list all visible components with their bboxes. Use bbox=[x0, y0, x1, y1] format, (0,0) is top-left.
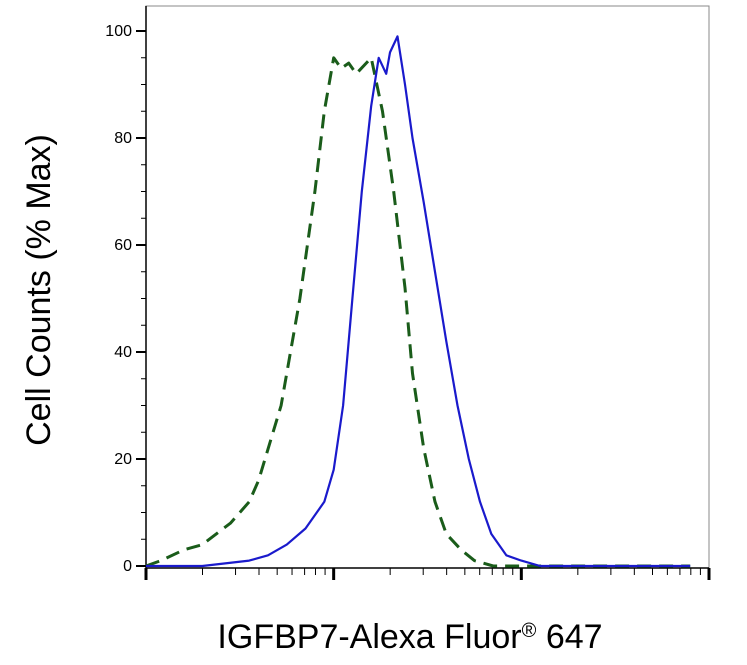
x-axis-title-text: IGFBP7-Alexa Fluor bbox=[217, 618, 521, 656]
y-tick-label: 20 bbox=[114, 451, 132, 468]
x-axis-title-mark: ® bbox=[522, 620, 537, 642]
control-histogram-line bbox=[145, 56, 691, 568]
y-axis-title: Cell Counts (% Max) bbox=[20, 134, 58, 446]
y-tick-label: 80 bbox=[114, 130, 132, 147]
y-tick-label: 60 bbox=[114, 237, 132, 254]
y-tick-label: 0 bbox=[123, 558, 132, 575]
sample-histogram-line bbox=[146, 35, 691, 568]
x-axis-title: IGFBP7-Alexa Fluor® 647 bbox=[217, 618, 602, 656]
plot-area: 0 20 40 60 80 100 bbox=[105, 5, 711, 580]
y-tick-label: 100 bbox=[105, 23, 132, 40]
plot-frame bbox=[145, 5, 710, 569]
x-axis-title-suffix: 647 bbox=[536, 618, 602, 656]
y-tick-label: 40 bbox=[114, 344, 132, 361]
